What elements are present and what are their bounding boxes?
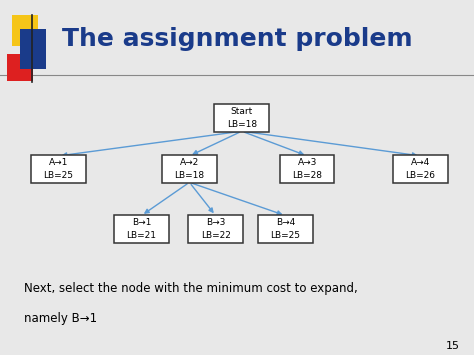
- Text: Start
LB=18: Start LB=18: [227, 107, 257, 129]
- Text: The assignment problem: The assignment problem: [62, 27, 412, 51]
- Text: A→1
LB=25: A→1 LB=25: [44, 158, 73, 180]
- FancyBboxPatch shape: [280, 155, 335, 183]
- FancyBboxPatch shape: [114, 215, 169, 243]
- FancyBboxPatch shape: [162, 155, 217, 183]
- FancyBboxPatch shape: [7, 54, 33, 81]
- FancyBboxPatch shape: [258, 215, 313, 243]
- Text: A→3
LB=28: A→3 LB=28: [292, 158, 322, 180]
- FancyBboxPatch shape: [20, 29, 46, 69]
- FancyBboxPatch shape: [188, 215, 243, 243]
- FancyBboxPatch shape: [12, 15, 38, 46]
- Text: A→2
LB=18: A→2 LB=18: [174, 158, 204, 180]
- Text: 15: 15: [446, 340, 460, 351]
- Text: B→1
LB=21: B→1 LB=21: [127, 218, 156, 240]
- Text: Next, select the node with the minimum cost to expand,: Next, select the node with the minimum c…: [24, 282, 357, 295]
- Text: A→4
LB=26: A→4 LB=26: [406, 158, 436, 180]
- Text: namely B→1: namely B→1: [24, 312, 97, 326]
- FancyBboxPatch shape: [214, 104, 269, 132]
- FancyBboxPatch shape: [31, 155, 86, 183]
- Text: B→4
LB=25: B→4 LB=25: [270, 218, 301, 240]
- FancyBboxPatch shape: [393, 155, 448, 183]
- Text: B→3
LB=22: B→3 LB=22: [201, 218, 230, 240]
